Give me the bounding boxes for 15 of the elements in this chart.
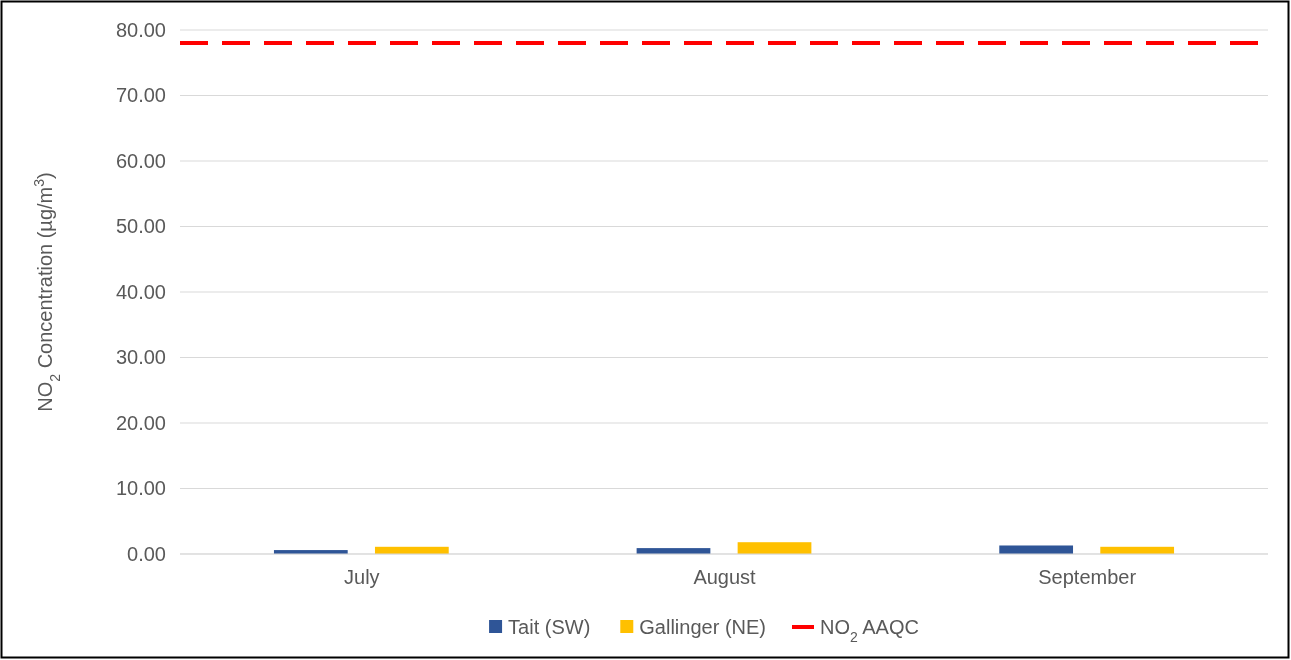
y-tick-label: 50.00 xyxy=(115,215,166,238)
legend-label: Gallinger (NE) xyxy=(639,616,766,638)
y-tick-label: 70.00 xyxy=(115,84,166,107)
y-tick-label: 20.00 xyxy=(115,411,166,434)
y-tick-label: 10.00 xyxy=(115,477,166,500)
x-tick-label: August xyxy=(693,566,757,589)
legend-label: Tait (SW) xyxy=(508,616,591,638)
x-tick-label: September xyxy=(1038,566,1137,589)
y-tick-label: 0.00 xyxy=(127,542,166,565)
y-tick-label: 40.00 xyxy=(115,280,166,303)
y-tick-label: 80.00 xyxy=(115,18,166,41)
y-tick-label: 60.00 xyxy=(115,149,166,172)
x-tick-label: July xyxy=(344,566,380,589)
legend-label: NO$_{2}$ AAQC xyxy=(819,616,919,645)
y-tick-label: 30.00 xyxy=(115,346,166,369)
